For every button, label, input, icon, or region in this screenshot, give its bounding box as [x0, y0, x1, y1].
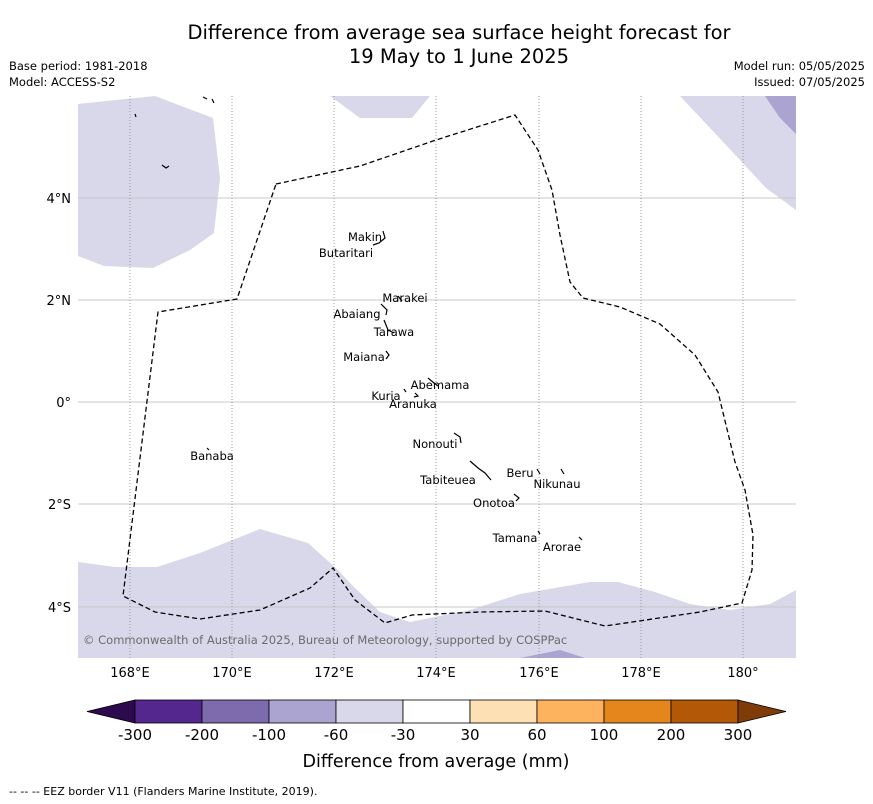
island-label-makin: Makin: [348, 230, 382, 244]
lon-label-174e: 174°E: [416, 666, 456, 681]
colorbar-tick-label: 100: [590, 726, 619, 744]
colorbar-tick-labels: -300 -200 -100 -60 -30 30 60 100 200 300: [118, 726, 752, 744]
colorbar-tick-label: 300: [724, 726, 753, 744]
island-label-butaritari: Butaritari: [319, 246, 373, 260]
lat-label-4s: 4°S: [48, 601, 71, 616]
lon-label-178e: 178°E: [621, 666, 661, 681]
latitude-labels: 4°N 2°N 0° 2°S 4°S: [47, 192, 72, 616]
colorbar-tick-label: 200: [657, 726, 686, 744]
colorbar-tick-label: 30: [460, 726, 479, 744]
lon-label-180: 180°: [727, 666, 758, 681]
colorbar-tick-label: -100: [252, 726, 286, 744]
island-label-tabiteuea: Tabiteuea: [419, 473, 476, 487]
map-figure: Makin Butaritari Marakei Abaiang Tarawa …: [0, 0, 873, 804]
colorbar-tick-label: -60: [324, 726, 349, 744]
colorbar-tick-label: -300: [118, 726, 152, 744]
colorbar-segment: [135, 700, 202, 723]
island-label-beru: Beru: [507, 466, 534, 480]
colorbar-title: Difference from average (mm): [302, 752, 569, 772]
island-label-aranuka: Aranuka: [389, 397, 437, 411]
eez-footnote: -- -- -- EEZ border V11 (Flanders Marine…: [9, 785, 317, 798]
island-label-tamana: Tamana: [492, 531, 538, 545]
colorbar-segment: [671, 700, 738, 723]
colorbar-segment: [202, 700, 269, 723]
lon-label-168e: 168°E: [110, 666, 150, 681]
colorbar-segment: [336, 700, 403, 723]
colorbar-segment: [403, 700, 470, 723]
colorbar-segment: [604, 700, 671, 723]
anomaly-region-northwest: [78, 96, 220, 268]
lon-label-170e: 170°E: [212, 666, 252, 681]
copyright-notice: © Commonwealth of Australia 2025, Bureau…: [83, 633, 567, 647]
island-label-nonouti: Nonouti: [413, 437, 458, 451]
colorbar-segment: [470, 700, 537, 723]
island-label-nikunau: Nikunau: [533, 477, 580, 491]
lon-label-172e: 172°E: [314, 666, 354, 681]
island-label-arorae: Arorae: [543, 540, 581, 554]
colorbar-extend-low: [87, 700, 135, 723]
lat-label-4n: 4°N: [47, 192, 72, 207]
island-label-maiana: Maiana: [343, 350, 385, 364]
colorbar: [87, 700, 786, 723]
island-label-abemama: Abemama: [411, 378, 470, 392]
lat-label-2n: 2°N: [47, 294, 72, 309]
lon-label-176e: 176°E: [519, 666, 559, 681]
colorbar-extend-high: [738, 700, 786, 723]
longitude-labels: 168°E 170°E 172°E 174°E 176°E 178°E 180°: [110, 666, 758, 681]
lat-label-0: 0°: [56, 396, 71, 411]
island-label-banaba: Banaba: [190, 449, 234, 463]
colorbar-tick-label: -30: [391, 726, 416, 744]
lat-label-2s: 2°S: [48, 498, 71, 513]
island-label-onotoa: Onotoa: [473, 496, 515, 510]
island-label-marakei: Marakei: [382, 291, 427, 305]
colorbar-tick-label: -200: [185, 726, 219, 744]
colorbar-segment: [269, 700, 336, 723]
colorbar-tick-label: 60: [527, 726, 546, 744]
colorbar-segment: [537, 700, 604, 723]
island-label-abaiang: Abaiang: [333, 307, 380, 321]
map-area: Makin Butaritari Marakei Abaiang Tarawa …: [78, 96, 796, 658]
island-label-tarawa: Tarawa: [373, 325, 414, 339]
